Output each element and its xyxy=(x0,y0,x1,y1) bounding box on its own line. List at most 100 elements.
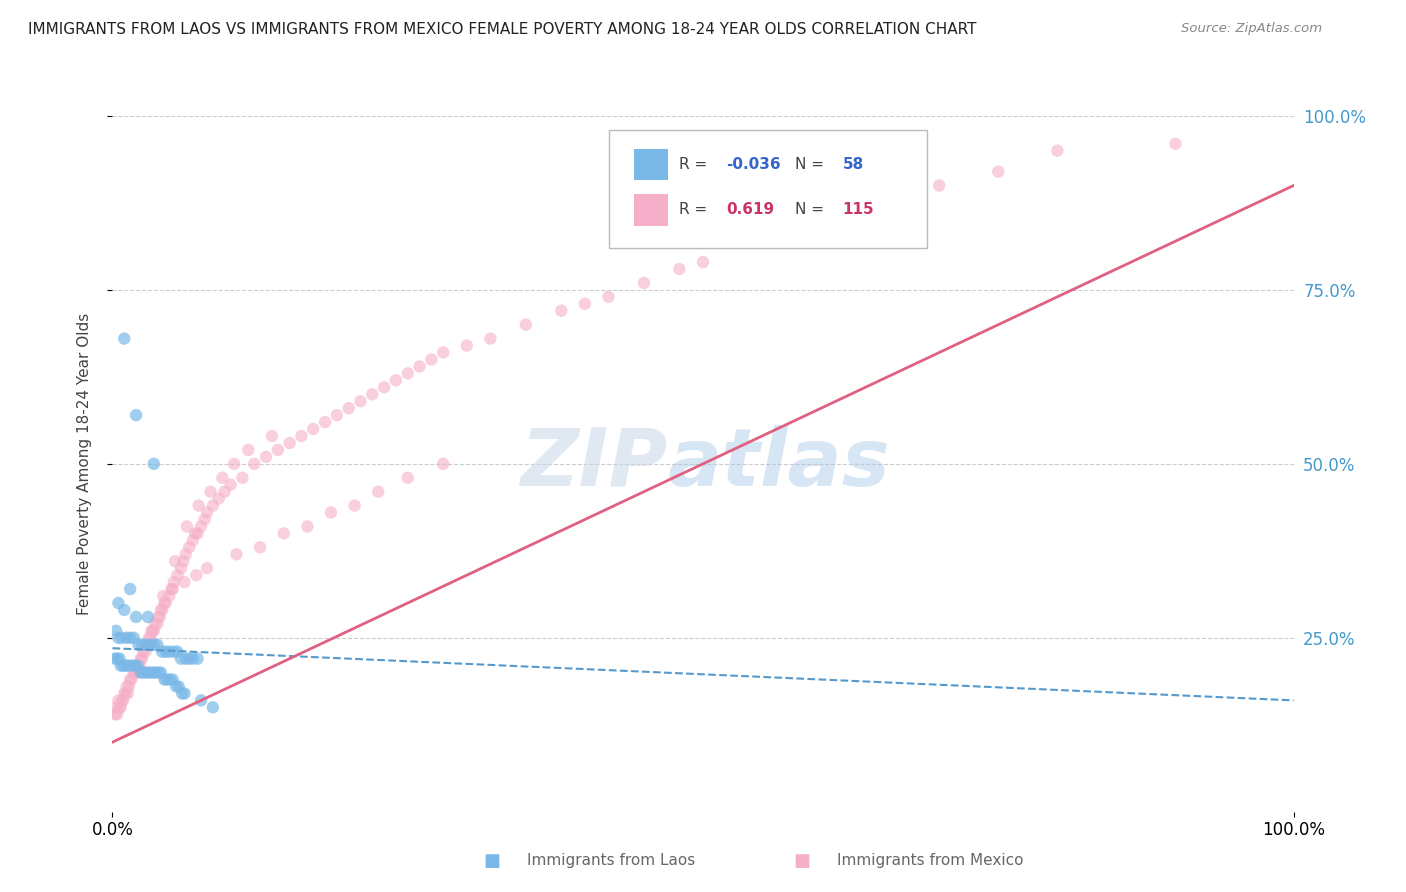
Point xyxy=(120,658,142,673)
Point xyxy=(146,616,169,631)
Point xyxy=(238,442,260,457)
Point xyxy=(127,658,149,673)
FancyBboxPatch shape xyxy=(609,130,928,248)
Point xyxy=(208,491,231,506)
Point xyxy=(148,665,170,680)
Point xyxy=(142,624,165,638)
Point xyxy=(260,429,283,443)
Point xyxy=(165,680,187,694)
Text: N =: N = xyxy=(796,157,830,172)
Point xyxy=(181,651,204,665)
Point xyxy=(231,471,253,485)
Point xyxy=(129,665,152,680)
Point xyxy=(120,631,142,645)
Point xyxy=(326,408,349,422)
Point xyxy=(105,707,128,722)
Point xyxy=(225,547,247,561)
Point xyxy=(104,707,127,722)
Point xyxy=(432,457,454,471)
Point xyxy=(149,665,172,680)
Point xyxy=(131,651,153,665)
Point xyxy=(633,276,655,290)
Point xyxy=(148,610,170,624)
Point xyxy=(114,686,136,700)
Text: Source: ZipAtlas.com: Source: ZipAtlas.com xyxy=(1181,22,1322,36)
Point xyxy=(219,477,242,491)
Point xyxy=(273,526,295,541)
Point xyxy=(157,589,180,603)
Point xyxy=(349,394,371,409)
Point xyxy=(157,645,180,659)
Text: Immigrants from Laos: Immigrants from Laos xyxy=(527,854,696,868)
Point xyxy=(152,589,174,603)
Point xyxy=(155,645,177,659)
Point xyxy=(136,638,159,652)
Point xyxy=(201,700,224,714)
Point xyxy=(186,526,208,541)
Point xyxy=(155,596,177,610)
Point xyxy=(550,303,572,318)
Point xyxy=(149,610,172,624)
Point xyxy=(173,686,195,700)
Point xyxy=(128,658,150,673)
Point xyxy=(153,596,176,610)
Point xyxy=(125,408,148,422)
Point xyxy=(515,318,537,332)
Point xyxy=(104,651,127,665)
Point xyxy=(692,255,714,269)
Point xyxy=(105,651,128,665)
Point xyxy=(117,658,139,673)
Point xyxy=(290,429,312,443)
Point xyxy=(172,686,194,700)
Point xyxy=(108,700,131,714)
Text: 0.619: 0.619 xyxy=(727,202,775,218)
Point xyxy=(179,541,201,555)
Point xyxy=(150,645,173,659)
Point xyxy=(122,631,145,645)
Point xyxy=(195,561,218,575)
Point xyxy=(166,645,188,659)
Point xyxy=(124,658,146,673)
Point xyxy=(127,638,149,652)
Point xyxy=(786,220,808,235)
Y-axis label: Female Poverty Among 18-24 Year Olds: Female Poverty Among 18-24 Year Olds xyxy=(77,313,91,615)
Point xyxy=(141,624,163,638)
Point xyxy=(131,638,153,652)
Point xyxy=(105,624,128,638)
Point xyxy=(125,610,148,624)
Point xyxy=(162,673,184,687)
Text: ■: ■ xyxy=(484,852,501,870)
Point xyxy=(432,345,454,359)
Point xyxy=(302,422,325,436)
Point xyxy=(184,526,207,541)
Point xyxy=(120,673,142,687)
Point xyxy=(135,638,157,652)
Point xyxy=(167,680,190,694)
Point xyxy=(110,658,132,673)
Point xyxy=(297,519,319,533)
Point xyxy=(186,568,208,582)
Point xyxy=(176,519,198,533)
Point xyxy=(598,290,620,304)
Point xyxy=(373,380,395,394)
Point xyxy=(112,332,135,346)
Text: -0.036: -0.036 xyxy=(727,157,782,172)
Point xyxy=(163,575,186,590)
Point xyxy=(186,651,208,665)
Point xyxy=(129,651,152,665)
Point xyxy=(810,213,832,227)
Text: atlas: atlas xyxy=(668,425,890,503)
Point xyxy=(319,506,342,520)
Point xyxy=(153,673,176,687)
Point xyxy=(143,616,166,631)
Point xyxy=(165,554,187,568)
Point xyxy=(179,651,201,665)
Point xyxy=(668,262,690,277)
Point xyxy=(385,373,408,387)
Point xyxy=(170,651,193,665)
Text: R =: R = xyxy=(679,157,713,172)
Point xyxy=(108,651,131,665)
Text: ZIP: ZIP xyxy=(520,425,668,503)
Point xyxy=(278,436,301,450)
Point xyxy=(142,638,165,652)
